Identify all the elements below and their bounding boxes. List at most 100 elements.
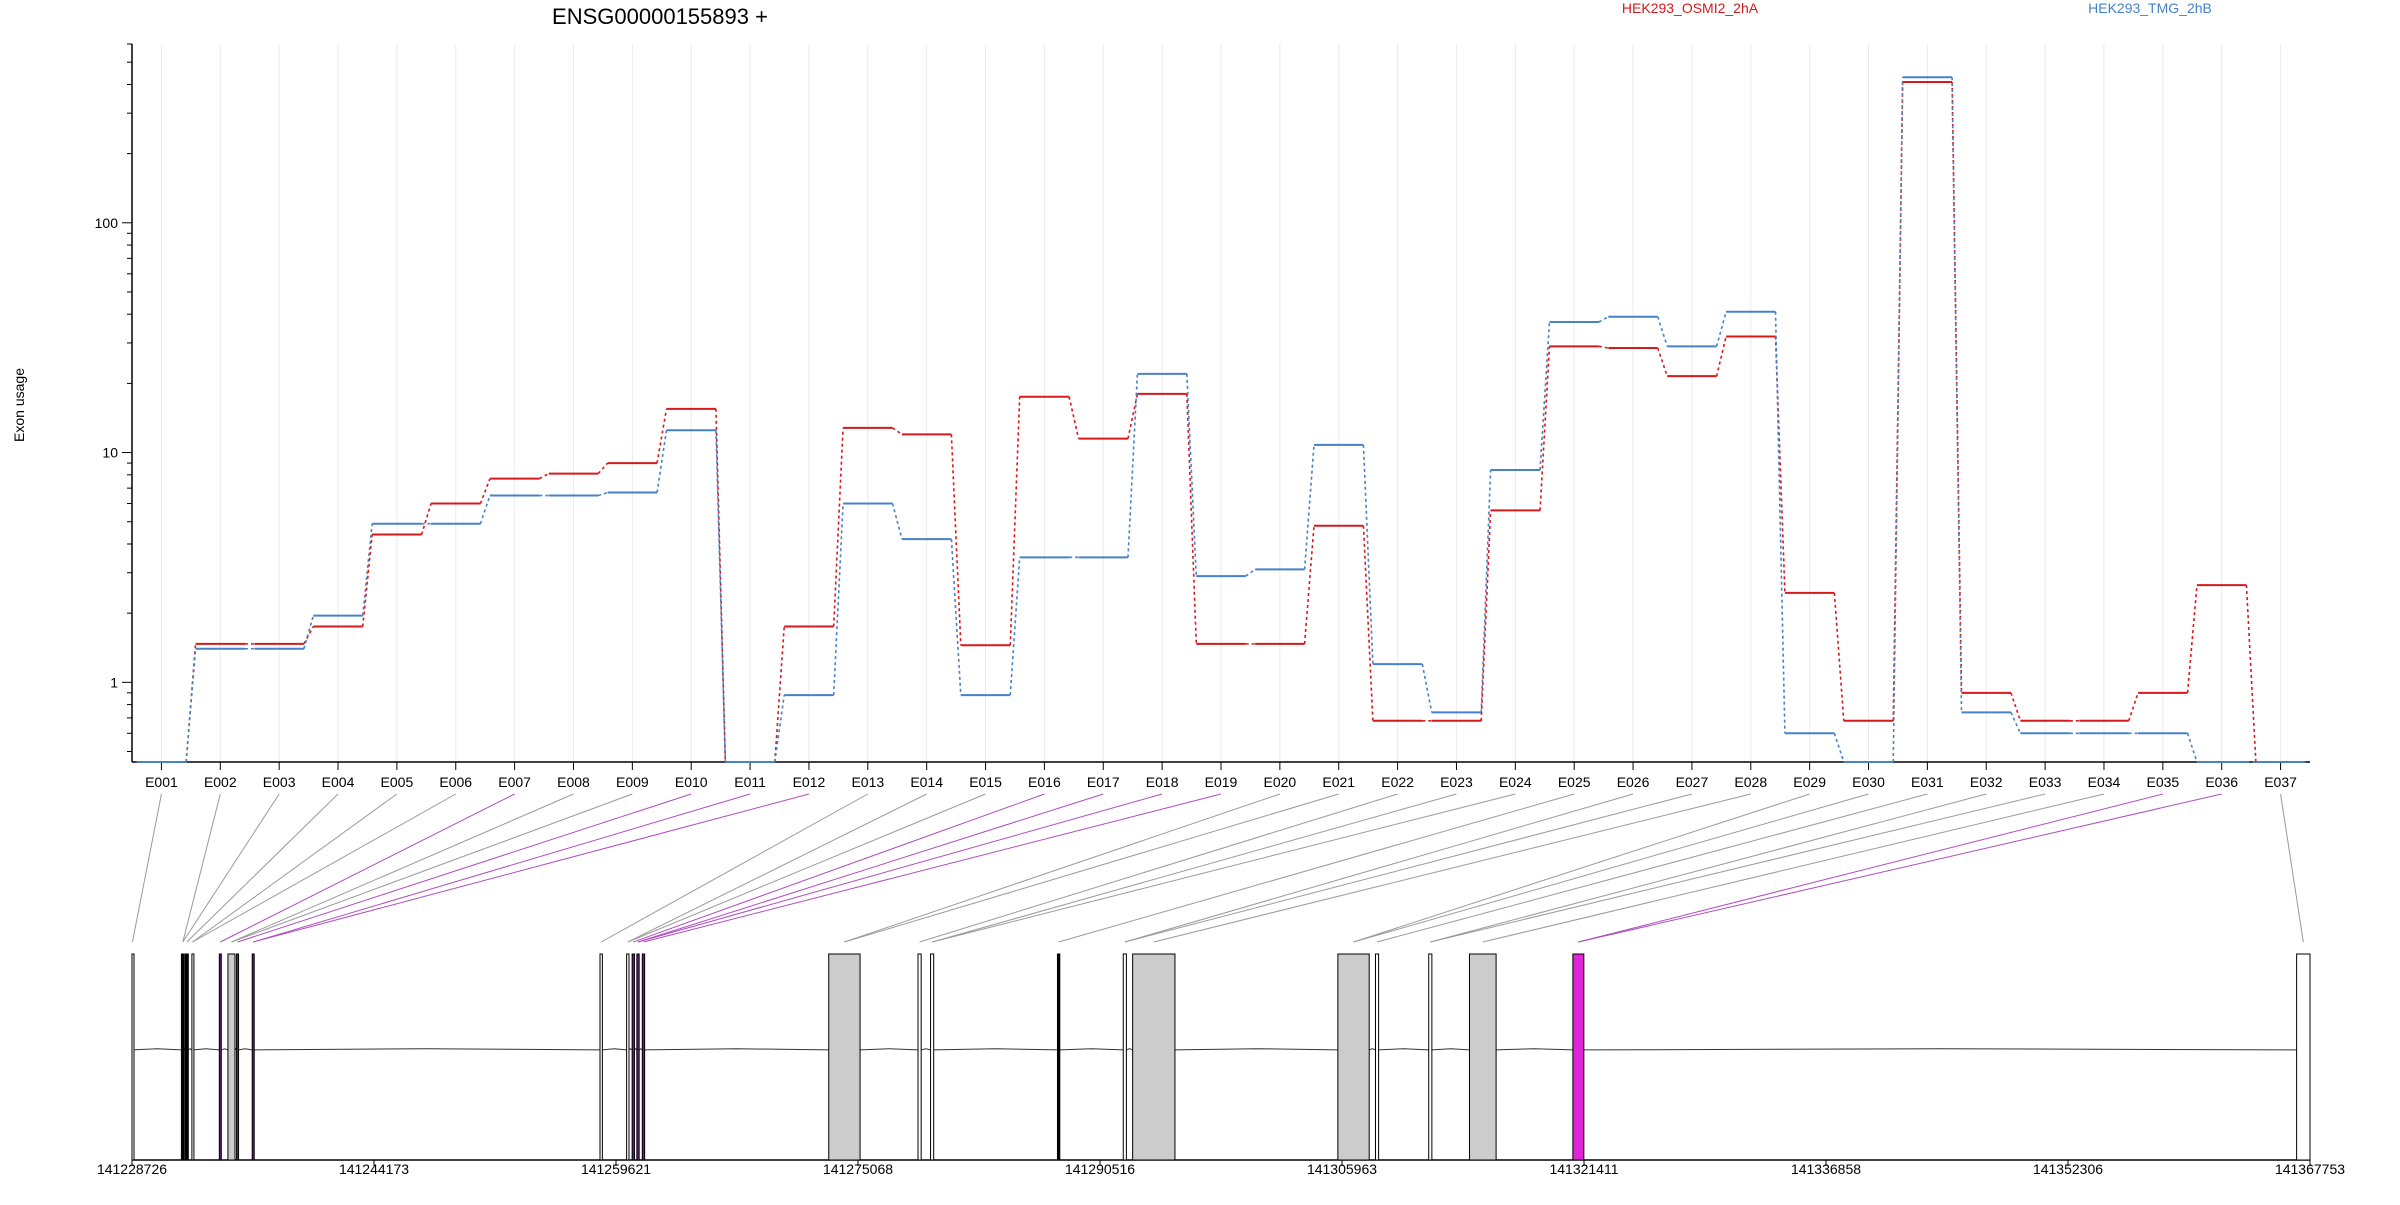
x-tick-label: E004 bbox=[322, 774, 355, 790]
y-tick-label: 10 bbox=[102, 445, 118, 461]
step-connector bbox=[185, 643, 197, 763]
x-tick-label: E035 bbox=[2146, 774, 2179, 790]
exon-box bbox=[1428, 953, 1433, 1161]
intron-line bbox=[188, 1048, 193, 1051]
exon-box bbox=[1132, 953, 1176, 1161]
x-tick-label: E019 bbox=[1205, 774, 1238, 790]
exon-box bbox=[227, 953, 236, 1161]
x-tick-label: E022 bbox=[1381, 774, 1414, 790]
x-tick-label: E009 bbox=[616, 774, 649, 790]
step-connector bbox=[2010, 692, 2022, 722]
genome-tick-label: 141259621 bbox=[581, 1161, 651, 1177]
exon-connector bbox=[919, 793, 1398, 943]
exon-box bbox=[930, 953, 935, 1161]
exon-connector bbox=[637, 793, 1163, 943]
step-connector bbox=[479, 495, 491, 524]
step-connector bbox=[1657, 347, 1668, 377]
exon-connector bbox=[253, 793, 751, 943]
intron-line bbox=[238, 1048, 253, 1051]
x-tick-label: E013 bbox=[851, 774, 884, 790]
step-connector bbox=[1245, 568, 1256, 577]
x-tick-label: E001 bbox=[145, 774, 178, 790]
step-connector bbox=[1480, 469, 1492, 713]
step-connector bbox=[715, 430, 727, 763]
x-tick-label: E031 bbox=[1911, 774, 1944, 790]
exon-connector bbox=[633, 793, 1045, 943]
exon-box bbox=[636, 953, 640, 1161]
x-tick-label: E016 bbox=[1028, 774, 1061, 790]
step-connector bbox=[2186, 585, 2198, 693]
intron-line bbox=[1059, 1048, 1124, 1051]
exon-box bbox=[1337, 953, 1370, 1161]
step-connector bbox=[1480, 510, 1492, 721]
exon-box bbox=[251, 953, 255, 1161]
exon-connector bbox=[237, 793, 692, 943]
exon-box bbox=[1056, 953, 1061, 1161]
step-connector bbox=[1657, 316, 1668, 347]
step-connector bbox=[303, 615, 315, 649]
exon-connector bbox=[637, 793, 1104, 943]
exon-box bbox=[1122, 953, 1127, 1161]
x-tick-label: E011 bbox=[734, 774, 766, 790]
gene-model: 141228726 141244173 141259621 141275068 1412… bbox=[97, 953, 2345, 1177]
step-connector bbox=[1362, 444, 1374, 665]
step-connector bbox=[2127, 692, 2139, 722]
exon-connector bbox=[600, 793, 869, 943]
exon-connector bbox=[131, 793, 162, 943]
step-connector bbox=[892, 427, 903, 436]
exon-box bbox=[236, 953, 240, 1161]
x-tick-label: E023 bbox=[1440, 774, 1473, 790]
step-connector bbox=[1009, 557, 1021, 696]
step-connector bbox=[1303, 444, 1315, 570]
exon-connector bbox=[1353, 793, 1869, 943]
exon-connector bbox=[1376, 793, 1928, 943]
exon-connector bbox=[844, 793, 1339, 943]
intron-line bbox=[1126, 1048, 1133, 1051]
step-connector bbox=[361, 534, 373, 627]
step-connector bbox=[361, 523, 373, 616]
step-connector bbox=[1539, 346, 1551, 511]
exon-connector bbox=[1124, 793, 1634, 943]
exon-box bbox=[2296, 953, 2311, 1161]
x-tick-label: E003 bbox=[263, 774, 296, 790]
exon-connector bbox=[931, 793, 1457, 943]
step-connector bbox=[185, 648, 197, 763]
exon-box bbox=[917, 953, 922, 1161]
exon-box bbox=[184, 953, 189, 1161]
intron-line bbox=[1431, 1048, 1470, 1051]
genome-tick-label: 141305963 bbox=[1307, 1161, 1377, 1177]
step-connector bbox=[1421, 663, 1433, 713]
step-connector bbox=[538, 472, 550, 480]
genome-tick-label: 141336858 bbox=[1791, 1161, 1861, 1177]
exon-box bbox=[641, 953, 646, 1161]
step-connector bbox=[1951, 77, 1963, 713]
step-connector bbox=[597, 491, 608, 497]
step-connector bbox=[420, 503, 432, 535]
exon-box bbox=[131, 953, 135, 1161]
x-tick-label: E014 bbox=[910, 774, 943, 790]
exon-connector bbox=[253, 793, 810, 943]
exon-connector-lines bbox=[131, 793, 2304, 943]
exon-connector bbox=[932, 793, 1516, 943]
step-connector bbox=[597, 462, 609, 475]
step-connector bbox=[832, 503, 844, 696]
intron-line bbox=[921, 1048, 931, 1051]
step-connector bbox=[950, 434, 962, 646]
intron-line bbox=[1378, 1048, 1429, 1051]
x-tick-label: E012 bbox=[793, 774, 826, 790]
x-tick-label: E037 bbox=[2264, 774, 2297, 790]
intron-line bbox=[860, 1048, 919, 1051]
x-tick-label: E008 bbox=[557, 774, 590, 790]
intron-line bbox=[644, 1048, 829, 1051]
exon-connector bbox=[220, 793, 515, 943]
series bbox=[136, 76, 2306, 763]
exon-box bbox=[626, 953, 630, 1161]
exon-connector bbox=[1153, 793, 1751, 943]
exon-connector bbox=[1058, 793, 1575, 943]
x-tick-label: E034 bbox=[2088, 774, 2121, 790]
step-connector bbox=[1715, 336, 1727, 377]
intron-line bbox=[132, 1048, 182, 1051]
axes: 1 10 100 E001 E002 E003 E004 E005 E006 E007 E008 E0… bbox=[95, 43, 2310, 790]
